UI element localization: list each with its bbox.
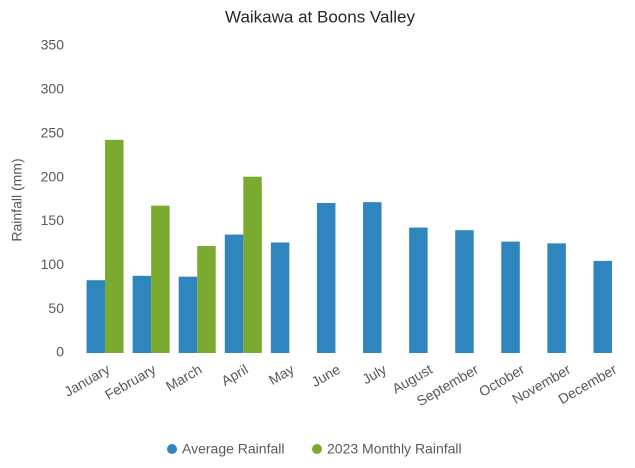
x-tick-label: April <box>218 361 250 389</box>
x-tick-label: March <box>163 361 205 394</box>
bar <box>409 227 428 353</box>
bar <box>243 176 262 353</box>
y-tick-label: 50 <box>48 300 64 316</box>
bar <box>178 276 198 353</box>
bar <box>547 243 566 353</box>
bar <box>151 205 170 353</box>
bar <box>316 203 336 353</box>
bar <box>197 245 216 353</box>
bar <box>501 241 520 353</box>
y-tick-label: 150 <box>41 212 65 228</box>
y-tick-label: 0 <box>56 344 64 360</box>
y-tick-label: 350 <box>41 37 65 53</box>
x-tick-label: May <box>266 361 297 388</box>
bar <box>593 260 612 353</box>
chart-title: Waikawa at Boons Valley <box>225 7 415 26</box>
y-axis-label: Rainfall (mm) <box>9 158 25 241</box>
y-tick-label: 100 <box>41 256 65 272</box>
bar <box>105 139 124 353</box>
bar <box>132 275 152 353</box>
legend-marker <box>167 444 177 454</box>
x-tick-label: June <box>309 361 343 390</box>
y-tick-label: 300 <box>41 81 65 97</box>
legend-marker <box>312 444 322 454</box>
x-tick-label: July <box>359 361 389 387</box>
bar <box>224 234 244 353</box>
bar <box>270 242 290 353</box>
y-tick-label: 200 <box>41 168 65 184</box>
bar <box>363 202 382 353</box>
legend-label: Average Rainfall <box>182 441 284 457</box>
y-tick-label: 250 <box>41 124 65 140</box>
bar <box>455 230 474 353</box>
bar <box>86 280 106 353</box>
legend-label: 2023 Monthly Rainfall <box>327 441 462 457</box>
x-tick-label: February <box>102 361 159 403</box>
